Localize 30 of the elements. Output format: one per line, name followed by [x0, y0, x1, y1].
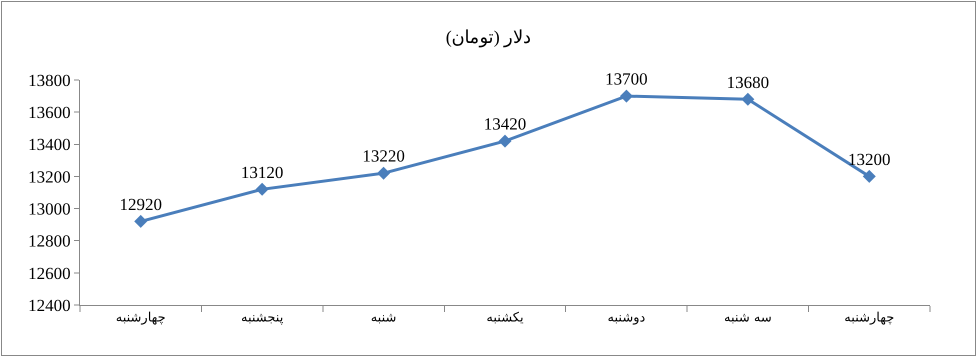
x-tick-label: دوشنبه [608, 310, 646, 326]
y-tick-label: 13200 [28, 167, 71, 186]
y-tick-label: 12600 [28, 264, 71, 283]
point [134, 214, 148, 228]
x-tick-label: سه شنبه [724, 310, 772, 326]
point [741, 92, 754, 106]
y-tick-label: 12400 [28, 296, 71, 315]
chart-title: دلار (تومان) [446, 26, 532, 48]
y-tick-label: 12800 [28, 232, 71, 251]
point [620, 90, 633, 103]
y-tick-label: 13800 [28, 70, 71, 90]
data-label: 13220 [362, 146, 405, 166]
data-label: 13200 [848, 150, 891, 169]
x-tick-label: شنبه [370, 310, 396, 326]
point [862, 170, 876, 183]
point [377, 166, 390, 180]
data-label: 13120 [240, 162, 284, 182]
data-label: 13420 [484, 114, 526, 134]
x-tick-label: یکشنبه [486, 310, 524, 326]
data-label: 12920 [119, 194, 162, 214]
y-tick-label: 13000 [28, 200, 71, 219]
data-label: 13700 [605, 70, 648, 89]
data-label: 13680 [726, 72, 770, 92]
y-tick-label: 13600 [28, 103, 71, 122]
x-tick-label: پنجشنبه [240, 310, 284, 326]
x-tick-label: چهارشنبه [844, 310, 894, 326]
point [498, 134, 512, 148]
y-tick-label: 13400 [28, 135, 71, 154]
x-tick-label: چهارشنبه [116, 310, 166, 326]
point [256, 182, 269, 196]
